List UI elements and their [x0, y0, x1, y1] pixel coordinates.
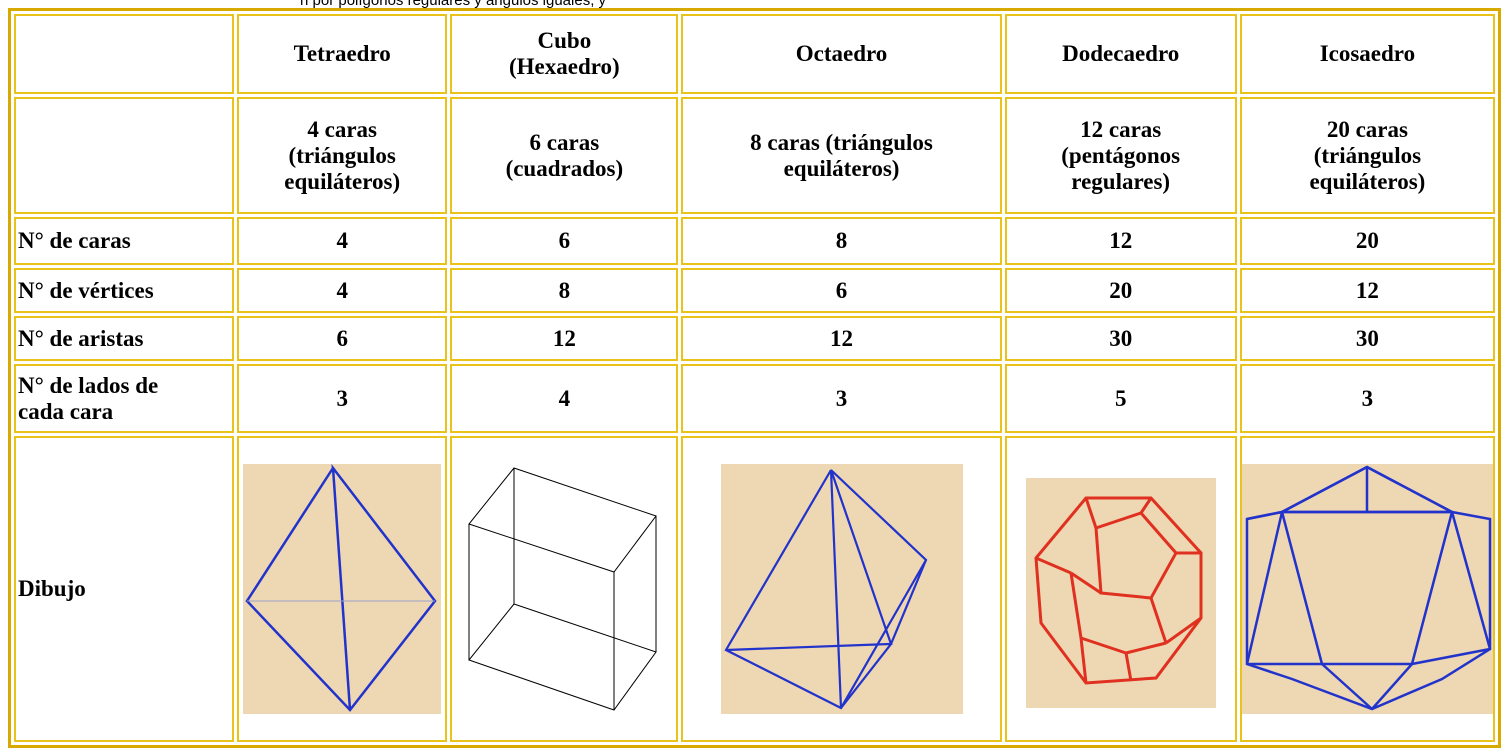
description-row: 4 caras (triángulos equiláteros) 6 caras… [14, 97, 1495, 214]
octahedron-drawing [720, 464, 963, 714]
data-row: N° de aristas 6 12 12 30 30 [14, 316, 1495, 361]
value-cell: 12 [450, 316, 679, 361]
value-cell: 20 [1004, 268, 1237, 313]
corner-cell [14, 14, 235, 94]
value-cell: 5 [1004, 364, 1237, 433]
drawing-cell [1239, 436, 1495, 742]
value-cell: 4 [450, 364, 679, 433]
description-cell: 4 caras (triángulos equiláteros) [237, 97, 448, 214]
value-cell: 30 [1004, 316, 1237, 361]
value-cell: 4 [237, 268, 448, 313]
row-label: Dibujo [14, 436, 235, 742]
row-label: N° de aristas [14, 316, 235, 361]
value-cell: 6 [450, 217, 679, 265]
value-cell: 8 [450, 268, 679, 313]
tetrahedron-drawing [243, 464, 442, 714]
description-cell: 12 caras (pentágonos regulares) [1004, 97, 1237, 214]
value-cell: 3 [681, 364, 1002, 433]
empty-cell [14, 97, 235, 214]
header-cell: Dodecaedro [1004, 14, 1237, 94]
row-label: N° de lados de cada cara [14, 364, 235, 433]
dodecahedron-drawing [1025, 478, 1216, 708]
value-cell: 12 [1239, 268, 1495, 313]
row-label: N° de caras [14, 217, 235, 265]
value-cell: 3 [1239, 364, 1495, 433]
row-label: N° de vértices [14, 268, 235, 313]
drawing-cell [237, 436, 448, 742]
data-row: N° de vértices 4 8 6 20 12 [14, 268, 1495, 313]
description-cell: 20 caras (triángulos equiláteros) [1239, 97, 1495, 214]
header-cell: Tetraedro [237, 14, 448, 94]
header-cell: Icosaedro [1239, 14, 1495, 94]
value-cell: 6 [681, 268, 1002, 313]
header-row: Tetraedro Cubo (Hexaedro) Octaedro Dodec… [14, 14, 1495, 94]
value-cell: 20 [1239, 217, 1495, 265]
cube-drawing [468, 467, 658, 711]
drawing-cell [450, 436, 679, 742]
top-text: n por polígonos regulares y ángulos igua… [300, 0, 607, 9]
header-cell: Cubo (Hexaedro) [450, 14, 679, 94]
drawing-row: Dibujo [14, 436, 1495, 742]
value-cell: 3 [237, 364, 448, 433]
header-cell: Octaedro [681, 14, 1002, 94]
value-cell: 12 [681, 316, 1002, 361]
value-cell: 6 [237, 316, 448, 361]
description-cell: 6 caras (cuadrados) [450, 97, 679, 214]
value-cell: 12 [1004, 217, 1237, 265]
data-row: N° de lados de cada cara 3 4 3 5 3 [14, 364, 1495, 433]
value-cell: 8 [681, 217, 1002, 265]
drawing-cell [1004, 436, 1237, 742]
value-cell: 30 [1239, 316, 1495, 361]
data-row: N° de caras 4 6 8 12 20 [14, 217, 1495, 265]
description-cell: 8 caras (triángulos equiláteros) [681, 97, 1002, 214]
polyhedra-table: Tetraedro Cubo (Hexaedro) Octaedro Dodec… [8, 8, 1501, 748]
icosahedron-drawing [1241, 464, 1493, 714]
page: n por polígonos regulares y ángulos igua… [8, 0, 1501, 748]
data-rows: N° de caras 4 6 8 12 20 N° de vértices 4 8 6 20 12 N… [14, 217, 1495, 433]
drawing-cell [681, 436, 1002, 742]
value-cell: 4 [237, 217, 448, 265]
